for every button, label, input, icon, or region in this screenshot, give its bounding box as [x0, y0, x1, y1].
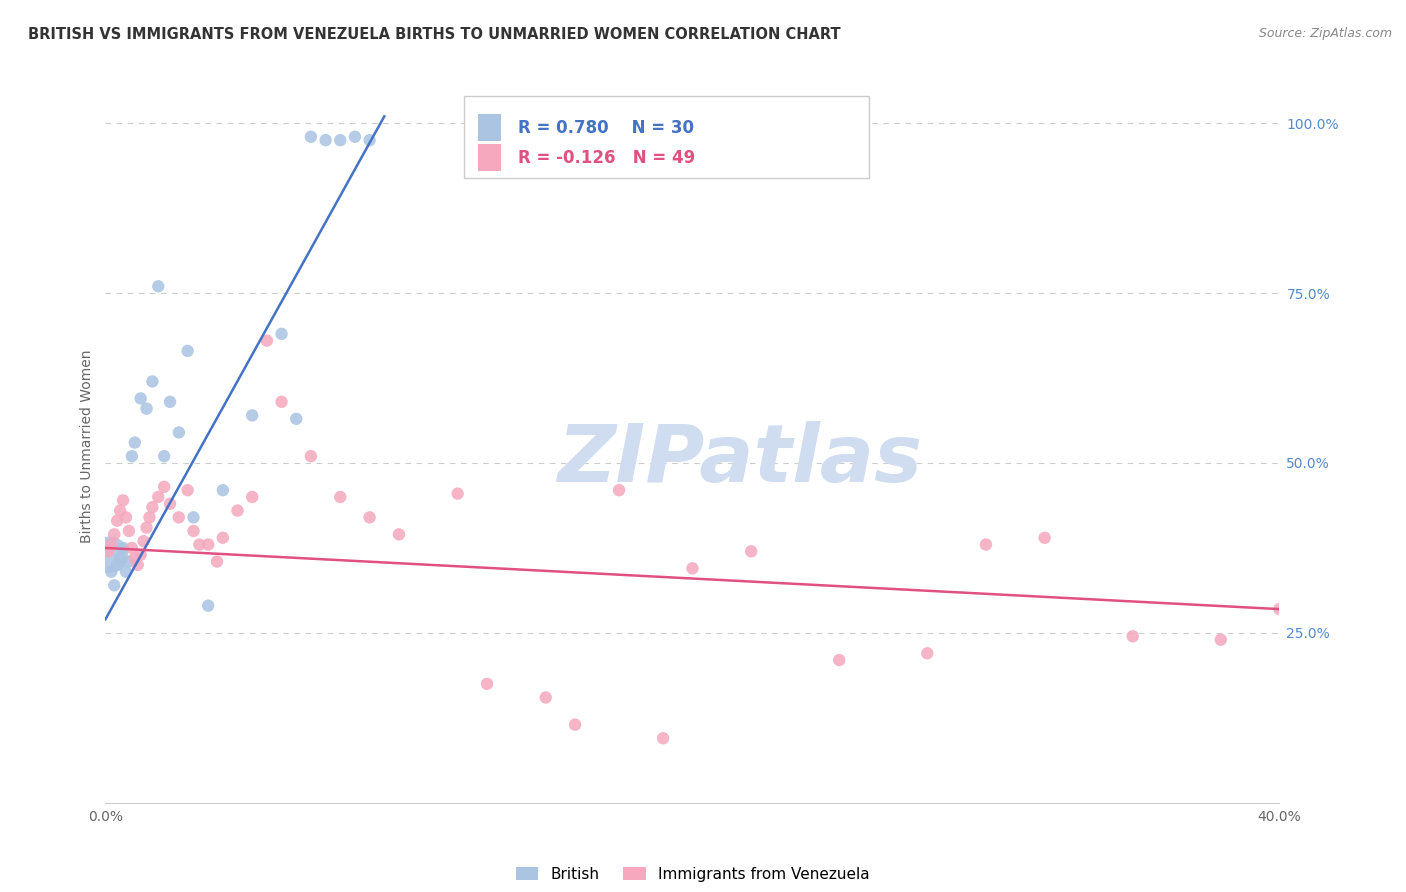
Point	[564, 717, 586, 731]
Point	[256, 334, 278, 348]
Point	[226, 503, 249, 517]
Point	[108, 551, 131, 566]
Point	[105, 514, 128, 528]
Point	[270, 326, 292, 341]
Point	[98, 548, 121, 562]
Point	[211, 483, 233, 498]
Point	[343, 129, 366, 144]
Bar	[478, 114, 501, 141]
Point	[299, 449, 322, 463]
Point	[176, 343, 198, 358]
Point	[100, 565, 122, 579]
Point	[121, 449, 143, 463]
Point	[188, 537, 211, 551]
Text: ZIPatlas: ZIPatlas	[557, 421, 922, 500]
Point	[299, 129, 322, 144]
Point	[315, 133, 337, 147]
Point	[183, 524, 205, 538]
Point	[1122, 629, 1144, 643]
Point	[329, 133, 352, 147]
Point	[682, 561, 704, 575]
Point	[153, 480, 176, 494]
Point	[148, 279, 170, 293]
Point	[1268, 602, 1291, 616]
Point	[917, 646, 939, 660]
Point	[112, 493, 135, 508]
Point	[285, 412, 308, 426]
Point	[828, 653, 851, 667]
Point	[240, 490, 263, 504]
Point	[176, 483, 198, 498]
Text: Source: ZipAtlas.com: Source: ZipAtlas.com	[1258, 27, 1392, 40]
FancyBboxPatch shape	[464, 96, 869, 178]
Point	[240, 409, 263, 423]
Point	[121, 541, 143, 555]
Point	[105, 558, 128, 572]
Text: R = -0.126   N = 49: R = -0.126 N = 49	[517, 149, 695, 167]
Point	[740, 127, 762, 141]
Point	[1209, 632, 1232, 647]
Point	[115, 565, 138, 579]
Point	[148, 490, 170, 504]
Point	[141, 375, 163, 389]
Point	[388, 527, 411, 541]
Point	[141, 500, 163, 515]
Legend: British, Immigrants from Venezuela: British, Immigrants from Venezuela	[509, 861, 876, 888]
Point	[127, 558, 149, 572]
Point	[118, 555, 141, 569]
Text: R = 0.780    N = 30: R = 0.780 N = 30	[517, 119, 693, 136]
Point	[118, 524, 141, 538]
Point	[100, 537, 122, 551]
Point	[205, 555, 228, 569]
Point	[115, 510, 138, 524]
Point	[153, 449, 176, 463]
Point	[112, 541, 135, 555]
Point	[167, 425, 190, 440]
Point	[124, 551, 146, 566]
Point	[211, 531, 233, 545]
Point	[197, 537, 219, 551]
Point	[108, 503, 131, 517]
Point	[129, 548, 152, 562]
Point	[652, 731, 675, 746]
Point	[475, 677, 498, 691]
Point	[97, 544, 120, 558]
Point	[270, 394, 292, 409]
Point	[359, 510, 381, 524]
Bar	[478, 145, 501, 171]
Y-axis label: Births to Unmarried Women: Births to Unmarried Women	[80, 350, 94, 542]
Point	[132, 534, 155, 549]
Text: BRITISH VS IMMIGRANTS FROM VENEZUELA BIRTHS TO UNMARRIED WOMEN CORRELATION CHART: BRITISH VS IMMIGRANTS FROM VENEZUELA BIR…	[28, 27, 841, 42]
Point	[159, 497, 181, 511]
Point	[183, 510, 205, 524]
Point	[129, 392, 152, 406]
Point	[534, 690, 557, 705]
Point	[197, 599, 219, 613]
Point	[1033, 531, 1056, 545]
Point	[135, 520, 157, 534]
Point	[159, 394, 181, 409]
Point	[103, 527, 125, 541]
Point	[446, 486, 468, 500]
Point	[103, 578, 125, 592]
Point	[359, 133, 381, 147]
Point	[135, 401, 157, 416]
Point	[740, 544, 762, 558]
Point	[167, 510, 190, 524]
Point	[124, 435, 146, 450]
Point	[138, 510, 160, 524]
Point	[974, 537, 997, 551]
Point	[329, 490, 352, 504]
Point	[607, 483, 630, 498]
